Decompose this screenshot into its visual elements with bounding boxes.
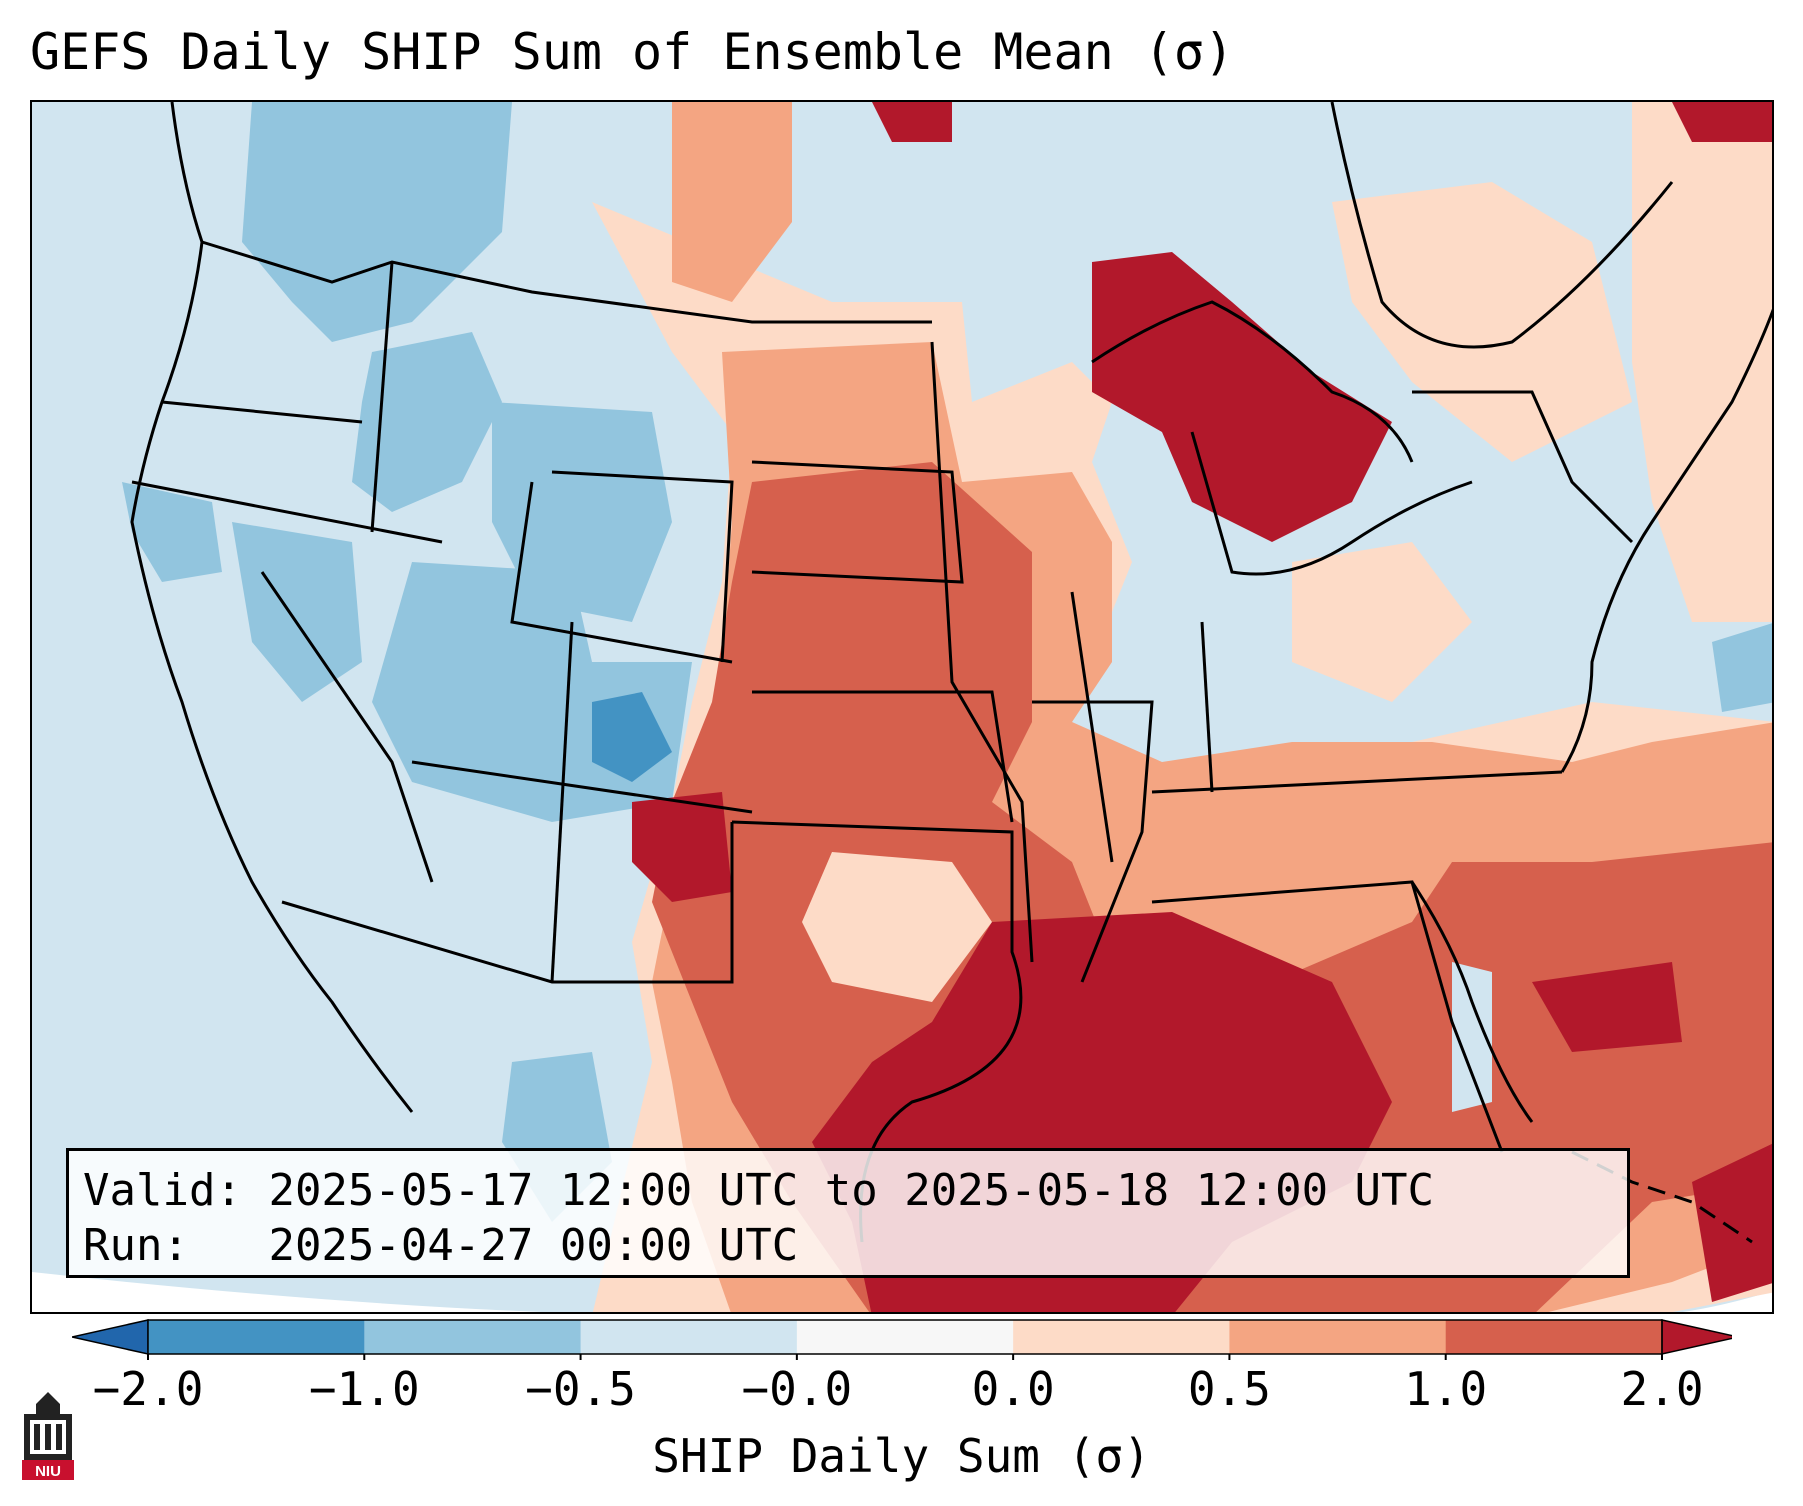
colorbar (72, 1319, 1732, 1360)
colorbar-bin (796, 1320, 1014, 1354)
region-pos-extreme-quebec (1672, 102, 1772, 142)
region-pos-extreme-newmexico (632, 792, 732, 902)
region-neg-nevada (232, 522, 362, 702)
valid-value: 2025-05-17 12:00 UTC to 2025-05-18 12:00… (268, 1165, 1435, 1216)
region-neg-strong-colorado (592, 692, 672, 782)
northeast-borders (1412, 390, 1634, 544)
or-ca-nv-border (131, 480, 443, 544)
ship-anomaly-map (32, 102, 1772, 1312)
colorbar-bin (1013, 1320, 1230, 1354)
valid-label: Valid: (83, 1165, 242, 1216)
map-panel (30, 100, 1774, 1314)
atlantic-coastline (1560, 308, 1772, 773)
negative-anomaly-regions (122, 102, 1772, 1222)
run-label: Run: (83, 1220, 189, 1271)
pacific-coastline (130, 102, 414, 1113)
mexico-border-west (281, 822, 734, 984)
state-boundaries (130, 102, 1772, 1243)
northern-border-line (201, 240, 932, 324)
region-neg-florida (1452, 962, 1492, 1112)
lake-michigan-erie (1190, 431, 1473, 576)
illinois-border (1070, 591, 1114, 863)
niu-tower-logo-icon: NIU (22, 1392, 74, 1480)
colorbar-label: SHIP Daily Sum (σ) (652, 1429, 1151, 1483)
region-pos-extreme-greatlakes (1092, 252, 1392, 542)
region-pos-extreme-atlantic (1532, 962, 1682, 1052)
region-pos-extreme-canada (872, 102, 952, 142)
missouri-river-line (930, 341, 1034, 963)
region-pos-light-ohio (1292, 542, 1472, 702)
great-lakes-shore (1091, 300, 1414, 463)
region-neg-nw (242, 102, 512, 342)
colorbar-tick-label: −1.0 (308, 1362, 420, 1416)
region-pos-light-newengland (1632, 102, 1772, 622)
map-title: GEFS Daily SHIP Sum of Ensemble Mean (σ) (30, 23, 1235, 81)
colorbar-bin (148, 1320, 365, 1354)
region-pos-light-texas (802, 852, 992, 1002)
colorbar-bin (1445, 1320, 1663, 1354)
colorbar-tick-label: 0.5 (1187, 1362, 1271, 1416)
ca-nv-border (260, 571, 434, 883)
colorbar-tick-label: 2.0 (1620, 1362, 1704, 1416)
colorbar-extend-high (1661, 1319, 1732, 1355)
wyoming-border (551, 470, 734, 663)
colorbar-bin (1229, 1320, 1447, 1354)
projection-edge-left (32, 1272, 543, 1312)
colorbar-tick-label: −0.0 (741, 1362, 853, 1416)
region-neg-idaho (352, 332, 502, 512)
tn-ky-border (1151, 770, 1563, 794)
colorbar-extend-low (72, 1319, 149, 1355)
southeast-border (1151, 880, 1504, 1153)
az-nm-border (550, 621, 574, 983)
logo-text: NIU (35, 1463, 61, 1480)
region-neg-atlantic (1712, 623, 1772, 712)
region-pos-light-northeast (1332, 182, 1632, 462)
colorbar-outline (147, 1319, 1663, 1355)
indiana-border (1200, 621, 1214, 793)
nebraska-box (751, 460, 964, 584)
run-value: 2025-04-27 00:00 UTC (268, 1220, 799, 1271)
region-neg-oregon (122, 482, 222, 582)
region-neg-wyoming (492, 402, 672, 622)
positive-anomaly-regions (592, 102, 1772, 1312)
wy-co-border (510, 481, 733, 664)
valid-run-info-box: Valid: 2025-05-17 12:00 UTC to 2025-05-1… (66, 1148, 1630, 1278)
region-pos-medium-north (672, 102, 792, 302)
canada-border-east (1330, 102, 1674, 349)
colorbar-bin (364, 1320, 582, 1354)
kansas-ok-border (752, 690, 1014, 823)
ut-az-co-nm-border (411, 760, 753, 814)
mississippi-line (1032, 700, 1154, 983)
colorbar-tick-label: 1.0 (1404, 1362, 1488, 1416)
florida-coast (1410, 881, 1534, 1123)
colorbar-tick-label: −0.5 (525, 1362, 636, 1416)
region-pos-extreme-caribbean (1692, 1143, 1772, 1302)
wa-or-border (161, 400, 363, 424)
colorbar-tick-label: 0.0 (971, 1362, 1055, 1416)
colorbar-bin (580, 1320, 798, 1354)
colorbar-tick-label: −2.0 (92, 1362, 204, 1416)
projection-edge-right (1682, 1291, 1772, 1312)
idaho-border (370, 261, 394, 533)
